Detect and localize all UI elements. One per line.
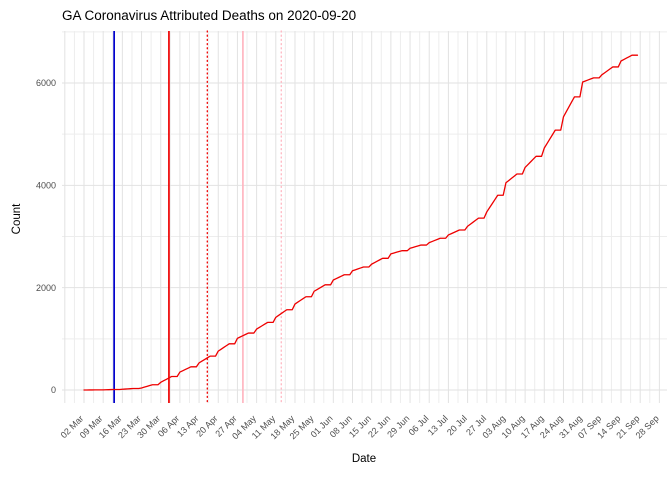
event-reference-lines [113,30,282,404]
y-tick-label: 6000 [36,78,56,88]
y-tick-label: 0 [51,385,56,395]
y-axis-title: Count [11,203,23,234]
gridlines-major [62,31,667,403]
y-tick-label: 2000 [36,283,56,293]
y-tick-label: 4000 [36,181,56,191]
deaths-line-series [83,54,639,391]
y-axis-tick-labels: 0 2000 4000 6000 [36,78,56,395]
gridlines-minor [62,31,667,403]
chart-title: GA Coronavirus Attributed Deaths on 2020… [62,8,356,23]
x-axis-title: Date [352,453,376,465]
cumulative-deaths-line [83,54,639,391]
